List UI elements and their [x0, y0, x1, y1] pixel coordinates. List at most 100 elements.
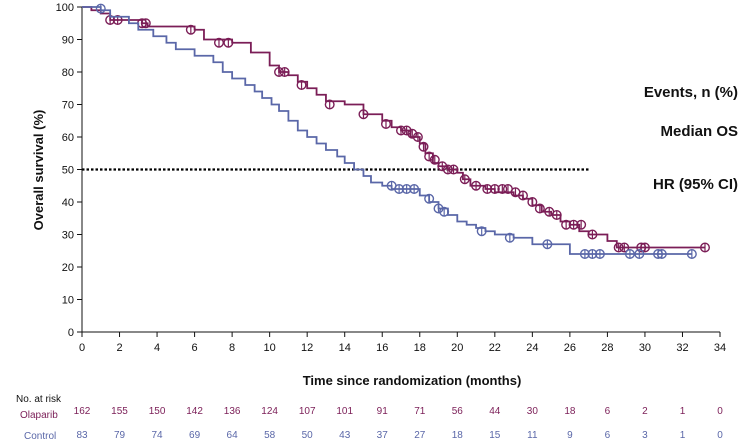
censor-mark-olaparib	[274, 66, 285, 77]
censor-mark-olaparib	[324, 99, 335, 110]
risk-value-control: 15	[489, 430, 501, 441]
risk-value-control: 43	[339, 430, 351, 441]
risk-table: No. at risk Olaparib Control 162 155 150 14…	[16, 394, 723, 442]
series-control	[82, 3, 697, 259]
censor-mark-olaparib	[527, 196, 538, 207]
risk-value-control: 69	[189, 430, 201, 441]
risk-value-control: 64	[227, 430, 239, 441]
annotation-events: Events, n (%)	[644, 84, 738, 101]
censor-mark-olaparib	[576, 219, 587, 230]
risk-value-olaparib: 155	[111, 406, 128, 417]
series-layer	[82, 3, 710, 259]
risk-value-control: 37	[377, 430, 389, 441]
censor-mark-olaparib	[418, 141, 429, 152]
x-tick-label: 26	[564, 342, 576, 354]
x-tick-label: 22	[489, 342, 501, 354]
risk-table-header: No. at risk	[16, 394, 62, 405]
survival-curve-control	[82, 6, 692, 255]
censor-mark-olaparib	[568, 219, 579, 230]
censor-mark-olaparib	[497, 183, 508, 194]
censor-mark-control	[624, 248, 635, 259]
x-tick-label: 32	[676, 342, 688, 354]
y-tick-label: 60	[62, 132, 74, 144]
censor-mark-control	[542, 239, 553, 250]
risk-value-control: 0	[717, 430, 723, 441]
x-tick-label: 34	[714, 342, 726, 354]
x-tick-label: 16	[376, 342, 388, 354]
risk-value-olaparib: 44	[489, 406, 501, 417]
x-tick-label: 18	[414, 342, 426, 354]
risk-value-olaparib: 0	[717, 406, 723, 417]
censor-mark-control	[394, 183, 405, 194]
censor-mark-olaparib	[140, 18, 151, 29]
censor-mark-olaparib	[213, 37, 224, 48]
y-tick-label: 80	[62, 67, 74, 79]
risk-value-olaparib: 1	[680, 406, 686, 417]
x-tick-label: 30	[639, 342, 651, 354]
censor-mark-control	[95, 3, 106, 14]
series-olaparib	[82, 6, 710, 253]
x-tick-label: 10	[264, 342, 276, 354]
censor-mark-control	[656, 248, 667, 259]
risk-value-olaparib: 124	[261, 406, 278, 417]
y-tick-label: 100	[56, 2, 74, 14]
censor-mark-control	[433, 203, 444, 214]
risk-value-control: 1	[680, 430, 686, 441]
x-tick-label: 14	[339, 342, 351, 354]
censor-mark-control	[504, 232, 515, 243]
x-tick-label: 6	[192, 342, 198, 354]
risk-value-control: 50	[302, 430, 314, 441]
censor-mark-control	[686, 248, 697, 259]
censor-mark-olaparib	[424, 151, 435, 162]
censor-mark-olaparib	[380, 118, 391, 129]
annotation-hr: HR (95% CI)	[653, 176, 738, 193]
risk-value-control: 79	[114, 430, 126, 441]
censor-mark-olaparib	[489, 183, 500, 194]
risk-value-control: 83	[76, 430, 88, 441]
censor-mark-olaparib	[296, 79, 307, 90]
x-tick-label: 0	[79, 342, 85, 354]
censor-mark-olaparib	[437, 161, 448, 172]
risk-value-olaparib: 30	[527, 406, 539, 417]
censor-mark-olaparib	[358, 109, 369, 120]
censor-mark-olaparib	[471, 180, 482, 191]
text-layer: Overall survival (%) Time since randomiz…	[31, 84, 738, 388]
censor-mark-olaparib	[639, 242, 650, 253]
censor-mark-control	[401, 183, 412, 194]
risk-value-olaparib: 56	[452, 406, 464, 417]
censor-mark-olaparib	[561, 219, 572, 230]
censor-mark-olaparib	[619, 242, 630, 253]
censor-mark-control	[439, 206, 450, 217]
risk-row-label-control: Control	[24, 431, 56, 442]
censor-mark-control	[594, 248, 605, 259]
censor-mark-olaparib	[185, 24, 196, 35]
risk-value-olaparib: 2	[642, 406, 648, 417]
censor-mark-olaparib	[551, 209, 562, 220]
x-tick-label: 24	[526, 342, 538, 354]
y-tick-label: 30	[62, 230, 74, 242]
risk-value-control: 74	[151, 430, 163, 441]
x-axis-title: Time since randomization (months)	[303, 373, 522, 388]
x-tick-label: 28	[601, 342, 613, 354]
censor-mark-olaparib	[459, 174, 470, 185]
y-tick-label: 70	[62, 100, 74, 112]
risk-value-olaparib: 150	[149, 406, 166, 417]
censor-mark-olaparib	[613, 242, 624, 253]
censor-mark-olaparib	[442, 164, 453, 175]
risk-value-control: 11	[527, 430, 538, 441]
censor-mark-olaparib	[279, 66, 290, 77]
risk-value-olaparib: 162	[74, 406, 91, 417]
censor-mark-control	[476, 226, 487, 237]
censor-mark-olaparib	[429, 154, 440, 165]
y-tick-label: 0	[68, 327, 74, 339]
x-tick-label: 20	[451, 342, 463, 354]
censor-mark-olaparib	[534, 203, 545, 214]
x-tick-label: 2	[116, 342, 122, 354]
x-tick-label: 8	[229, 342, 235, 354]
risk-value-olaparib: 136	[224, 406, 241, 417]
censor-mark-olaparib	[223, 37, 234, 48]
y-tick-label: 90	[62, 35, 74, 47]
censor-mark-olaparib	[699, 242, 710, 253]
